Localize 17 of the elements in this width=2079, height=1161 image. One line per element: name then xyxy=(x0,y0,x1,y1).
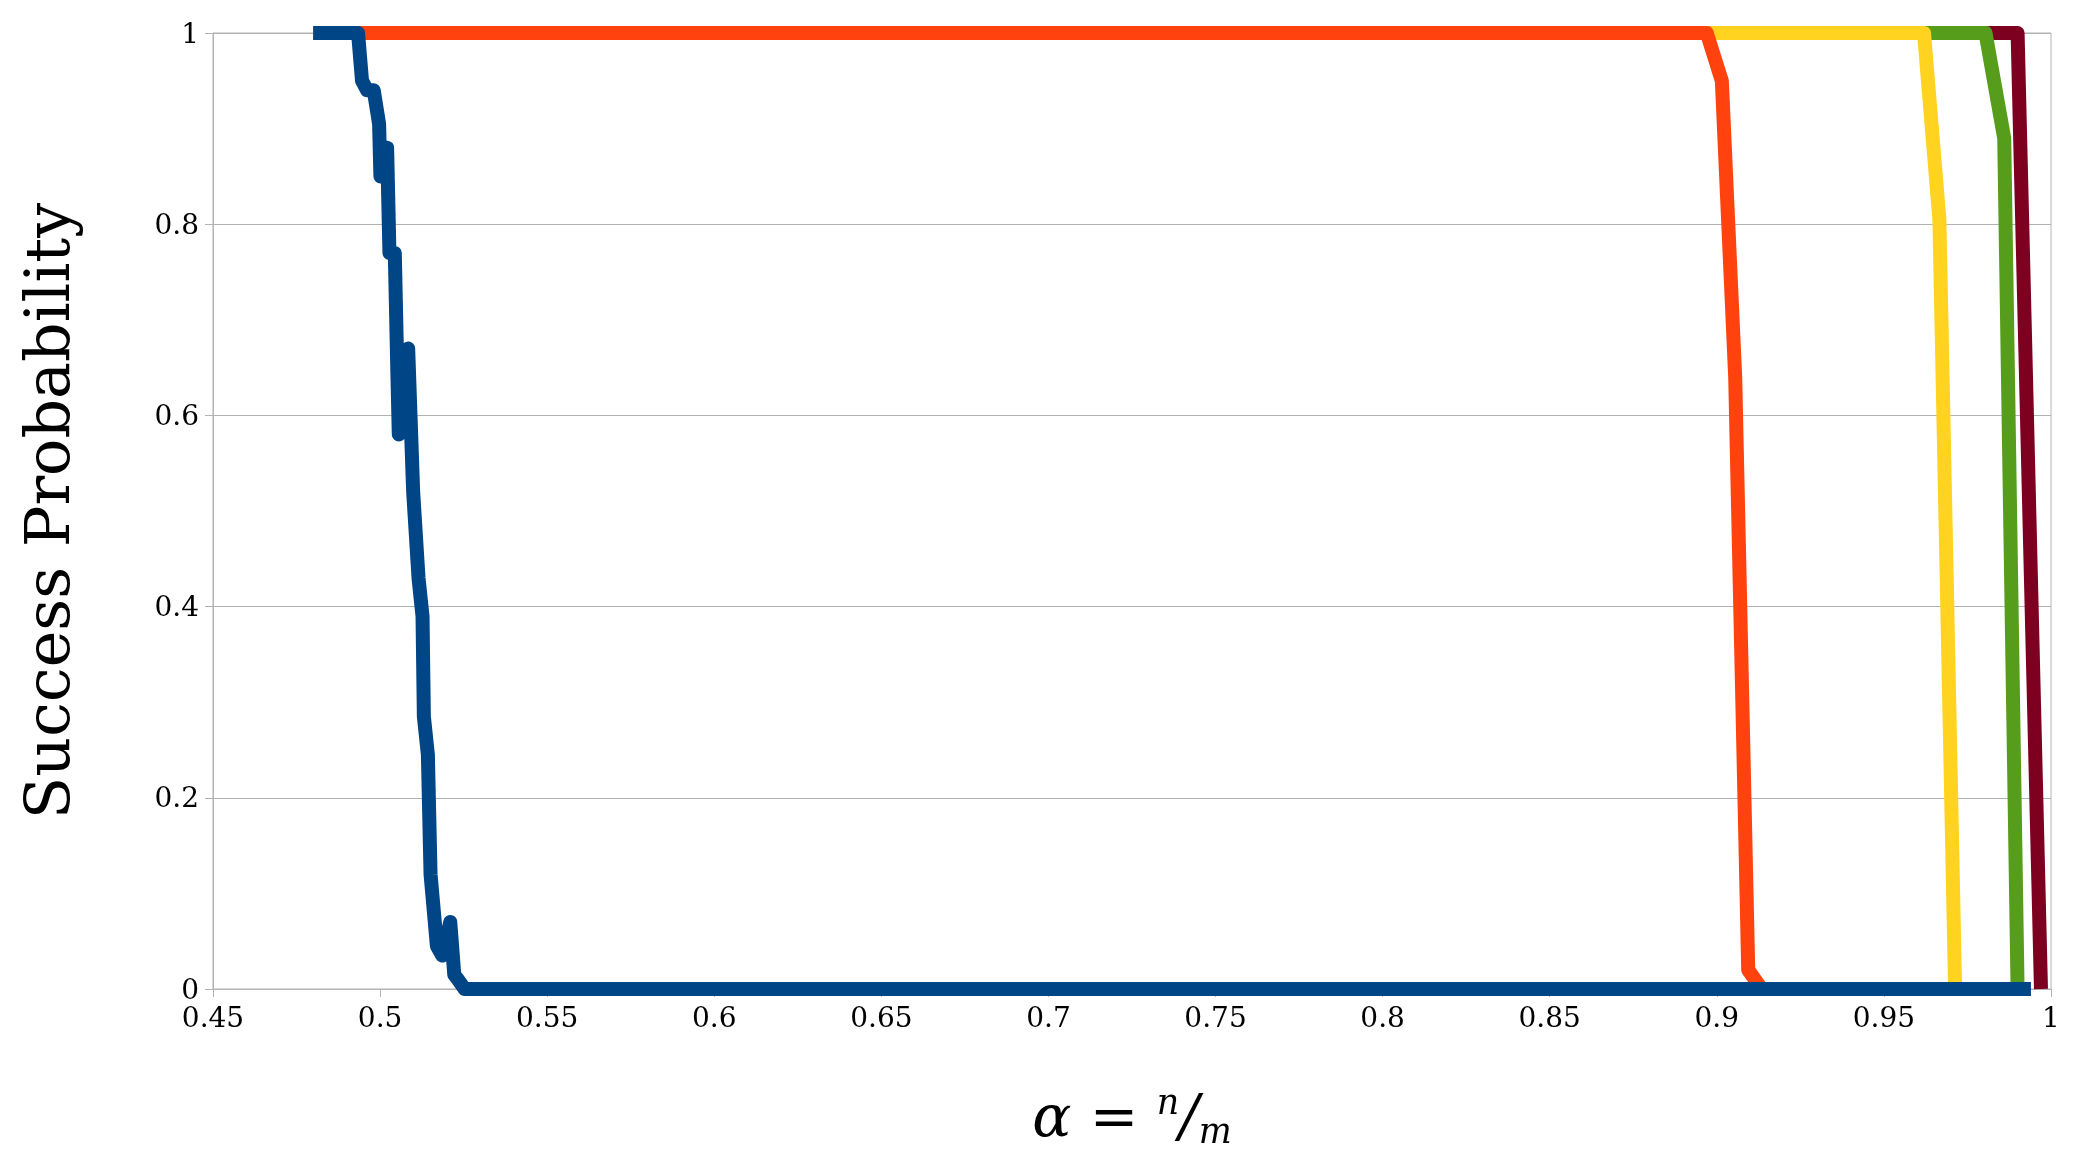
y-tick-label: 0.2 xyxy=(154,781,199,815)
y-tick-label: 1 xyxy=(181,16,199,50)
x-tick-label: 0.75 xyxy=(1184,1000,1247,1034)
y-tick-label: 0.4 xyxy=(154,590,199,624)
x-tick-label: 0.55 xyxy=(516,1000,579,1034)
y-tick-label: 0.6 xyxy=(154,398,199,432)
x-tick-label: 0.85 xyxy=(1518,1000,1581,1034)
y-tick-label: 0.8 xyxy=(154,207,199,241)
x-tick-label: 0.65 xyxy=(850,1000,913,1034)
y-axis-title: Success Probability xyxy=(10,202,84,820)
x-tick-label: 0.7 xyxy=(1026,1000,1071,1034)
x-tick-label: 0.95 xyxy=(1852,1000,1916,1034)
x-tick-label: 1 xyxy=(2042,1000,2060,1034)
x-tick-label: 0.5 xyxy=(357,1000,403,1034)
x-tick-label: 0.8 xyxy=(1360,1000,1405,1034)
x-tick-label: 0.6 xyxy=(692,1000,737,1034)
x-tick-label: 0.9 xyxy=(1694,1000,1740,1034)
